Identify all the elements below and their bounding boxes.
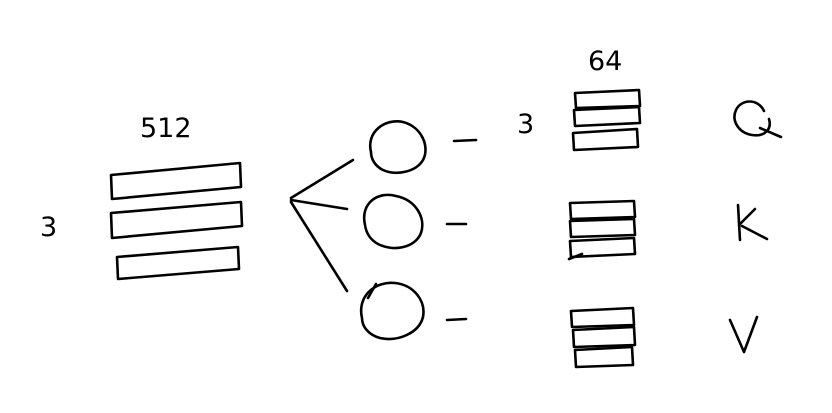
letter-k: K <box>736 203 769 242</box>
head-dim-label: 64 <box>588 46 622 77</box>
letter-k-stem <box>736 203 742 242</box>
letter-k-leg <box>740 224 769 241</box>
node-k-circle <box>362 193 424 250</box>
input-matrix <box>109 161 244 281</box>
q-matrix <box>571 88 642 152</box>
input-count-label: 3 <box>40 212 57 243</box>
v-row-1 <box>569 306 636 329</box>
fan-line-middle <box>289 198 349 211</box>
v-row-3 <box>573 345 635 369</box>
k-row-2 <box>568 217 637 239</box>
node-q-circle <box>368 120 427 174</box>
dash-v <box>445 317 468 322</box>
head-count-label: 3 <box>517 109 534 140</box>
letter-q-tail <box>758 126 783 139</box>
letter-v-stroke <box>728 315 759 354</box>
dash-q <box>452 138 478 143</box>
output-dashes <box>445 138 478 322</box>
k-matrix <box>567 199 637 261</box>
fan-out-lines <box>289 158 355 293</box>
v-matrix <box>569 306 637 369</box>
letter-q: Q <box>733 100 783 139</box>
letter-k-arm <box>737 207 757 227</box>
input-row-2 <box>109 200 244 240</box>
input-row-3 <box>115 245 241 281</box>
q-row-1 <box>573 88 642 110</box>
k-row-3 <box>568 236 637 259</box>
q-row-2 <box>572 105 642 128</box>
input-row-1 <box>109 161 243 201</box>
k-pen-mark <box>567 252 584 261</box>
projection-nodes <box>359 120 427 341</box>
fan-line-bottom <box>289 200 349 293</box>
node-v-pen-mark <box>366 282 378 300</box>
k-row-1 <box>568 199 637 221</box>
fan-line-top <box>289 158 355 200</box>
q-row-3 <box>571 127 640 152</box>
v-row-2 <box>571 325 637 349</box>
letter-v: V <box>728 315 759 354</box>
input-dim-label: 512 <box>140 113 192 144</box>
